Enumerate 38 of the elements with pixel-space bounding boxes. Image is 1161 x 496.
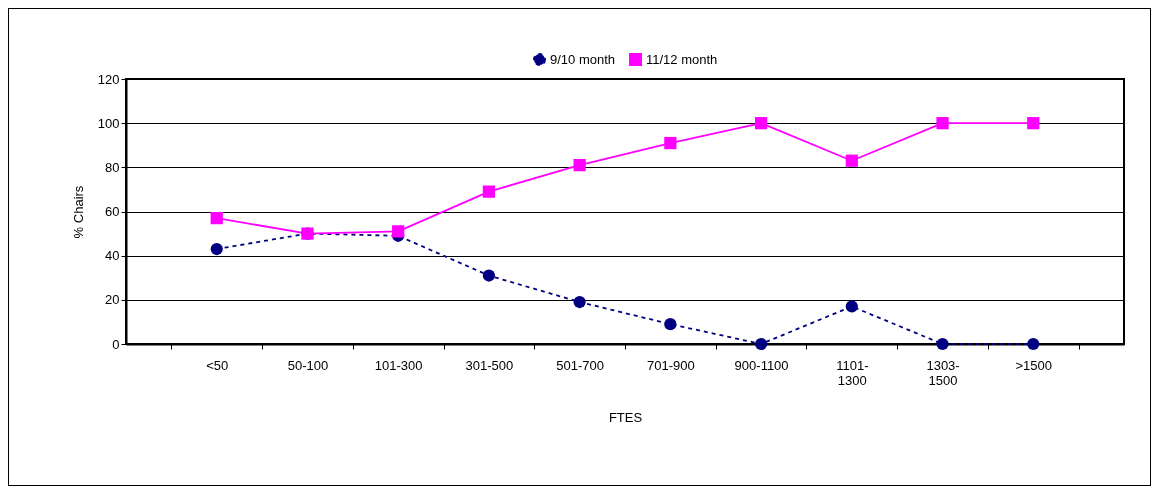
- point: [845, 154, 858, 167]
- point: [754, 117, 768, 130]
- point: [845, 300, 858, 313]
- x-tick-label: 900-1100: [734, 357, 789, 373]
- y-tick-label: 100: [97, 115, 120, 131]
- x-tick-label: 101-300: [374, 357, 423, 373]
- point: [664, 318, 677, 331]
- point: [210, 212, 223, 225]
- y-tick-label: 60: [105, 204, 120, 219]
- x-axis-title: FTES: [608, 409, 643, 425]
- point: [482, 185, 496, 198]
- point: [210, 242, 223, 256]
- legend-label: 11/12 month: [646, 51, 718, 67]
- point: [754, 337, 768, 351]
- x-tick-label: <50: [206, 357, 229, 373]
- y-tick-label: 120: [97, 71, 120, 87]
- point: [573, 159, 586, 172]
- x-tick-label: 1101-1300: [836, 357, 869, 388]
- y-tick-label: 40: [105, 248, 120, 264]
- y-tick-label: 20: [105, 292, 120, 308]
- point: [573, 295, 586, 309]
- x-tick-label: 301-500: [465, 357, 514, 373]
- point: [936, 337, 949, 351]
- point: [392, 225, 405, 238]
- x-tick-label: 50-100: [287, 357, 329, 373]
- point: [482, 269, 496, 282]
- x-tick-label: >1500: [1015, 357, 1053, 373]
- legend-label: 9/10 month: [550, 51, 616, 67]
- x-tick-label: 501-700: [556, 357, 604, 373]
- point: [1027, 337, 1040, 351]
- x-tick-label: 1303-1500: [926, 357, 960, 388]
- y-tick-label: 0: [112, 336, 120, 352]
- point: [1027, 117, 1040, 130]
- y-axis-title: % Chairs: [70, 185, 86, 239]
- point: [664, 136, 677, 150]
- point: [936, 117, 949, 130]
- x-tick-label: 701-900: [647, 357, 695, 373]
- y-tick-label: 80: [105, 159, 120, 175]
